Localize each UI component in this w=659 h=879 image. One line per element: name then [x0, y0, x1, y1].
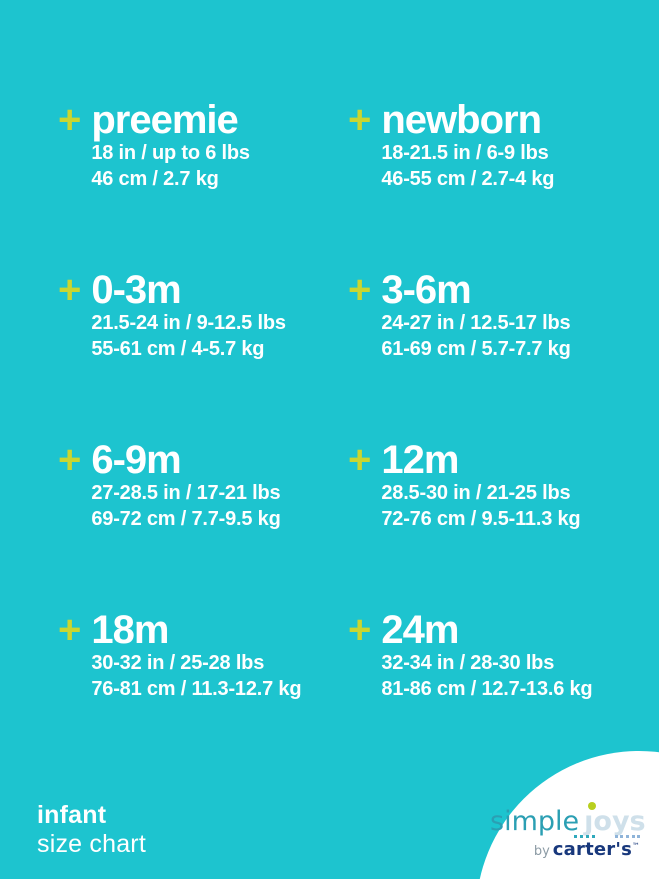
size-block-18m: + 18m 30-32 in / 25-28 lbs 76-81 cm / 11… [58, 608, 348, 778]
size-block-0-3m: + 0-3m 21.5-24 in / 9-12.5 lbs 55-61 cm … [58, 268, 348, 438]
plus-icon: + [58, 268, 82, 312]
size-name: 3-6m [381, 268, 471, 312]
j-dot-icon [588, 802, 597, 810]
size-imperial: 18-21.5 in / 6-9 lbs [381, 142, 549, 164]
plus-icon: + [348, 438, 372, 482]
plus-icon: + [348, 98, 372, 142]
size-imperial: 28.5-30 in / 21-25 lbs [381, 482, 571, 504]
logo-byline: by carter's™ [490, 839, 640, 860]
size-name: 12m [381, 438, 459, 482]
footer-label: size chart [37, 830, 146, 858]
size-name: 6-9m [91, 438, 181, 482]
size-text: 3-6m 24-27 in / 12.5-17 lbs 61-69 cm / 5… [381, 270, 570, 362]
size-imperial: 24-27 in / 12.5-17 lbs [381, 312, 571, 334]
size-block-6-9m: + 6-9m 27-28.5 in / 17-21 lbs 69-72 cm /… [58, 438, 348, 608]
size-text: 0-3m 21.5-24 in / 9-12.5 lbs 55-61 cm / … [91, 268, 286, 362]
size-metric: 76-81 cm / 11.3-12.7 kg [91, 678, 302, 700]
logo-joys-j: ȷ [584, 806, 594, 837]
size-name: 24m [381, 608, 459, 652]
size-name: 0-3m [91, 268, 181, 312]
logo-dots-left-icon [574, 831, 595, 838]
size-block-3-6m: + 3-6m 24-27 in / 12.5-17 lbs 61-69 cm /… [348, 268, 628, 438]
chart-footer: infant size chart [37, 801, 146, 859]
plus-icon: + [348, 268, 372, 312]
size-text: 24m 32-34 in / 28-30 lbs 81-86 cm / 12.7… [381, 610, 592, 702]
size-text: 18m 30-32 in / 25-28 lbs 76-81 cm / 11.3… [91, 610, 301, 702]
size-text: 12m 28.5-30 in / 21-25 lbs 72-76 cm / 9.… [381, 440, 580, 532]
size-text: newborn 18-21.5 in / 6-9 lbs 46-55 cm / … [381, 100, 554, 192]
logo-dots-right-icon [615, 831, 640, 838]
logo-joys-rest: oys [593, 806, 646, 837]
size-name: preemie [91, 98, 238, 142]
size-imperial: 21.5-24 in / 9-12.5 lbs [91, 312, 286, 334]
size-name: 18m [91, 608, 169, 652]
trademark-symbol: ™ [632, 841, 640, 851]
size-imperial: 30-32 in / 25-28 lbs [91, 652, 265, 674]
size-metric: 81-86 cm / 12.7-13.6 kg [381, 678, 593, 700]
plus-icon: + [348, 608, 372, 652]
size-imperial: 18 in / up to 6 lbs [91, 142, 250, 164]
size-name: newborn [381, 98, 542, 142]
size-block-newborn: + newborn 18-21.5 in / 6-9 lbs 46-55 cm … [348, 98, 628, 268]
logo-word-simple: simple [490, 806, 580, 837]
footer-category: infant [37, 801, 107, 829]
size-text: 6-9m 27-28.5 in / 17-21 lbs 69-72 cm / 7… [91, 440, 280, 532]
size-metric: 55-61 cm / 4-5.7 kg [91, 338, 265, 360]
size-metric: 72-76 cm / 9.5-11.3 kg [381, 508, 581, 530]
size-block-24m: + 24m 32-34 in / 28-30 lbs 81-86 cm / 12… [348, 608, 628, 778]
logo-by: by [533, 844, 550, 859]
plus-icon: + [58, 608, 82, 652]
logo-word-joys: ȷoys [584, 802, 646, 837]
size-metric: 46-55 cm / 2.7-4 kg [381, 168, 555, 190]
size-block-12m: + 12m 28.5-30 in / 21-25 lbs 72-76 cm / … [348, 438, 628, 608]
size-grid: + preemie 18 in / up to 6 lbs 46 cm / 2.… [58, 98, 628, 778]
size-imperial: 27-28.5 in / 17-21 lbs [91, 482, 281, 504]
size-block-preemie: + preemie 18 in / up to 6 lbs 46 cm / 2.… [58, 98, 348, 268]
size-metric: 61-69 cm / 5.7-7.7 kg [381, 338, 571, 360]
size-metric: 46 cm / 2.7 kg [91, 168, 219, 190]
size-metric: 69-72 cm / 7.7-9.5 kg [91, 508, 281, 530]
logo-carters: carter's [552, 839, 632, 860]
brand-logo: simple ȷoys [490, 802, 646, 837]
plus-icon: + [58, 98, 82, 142]
size-imperial: 32-34 in / 28-30 lbs [381, 652, 555, 674]
plus-icon: + [58, 438, 82, 482]
size-text: preemie 18 in / up to 6 lbs 46 cm / 2.7 … [91, 98, 250, 192]
